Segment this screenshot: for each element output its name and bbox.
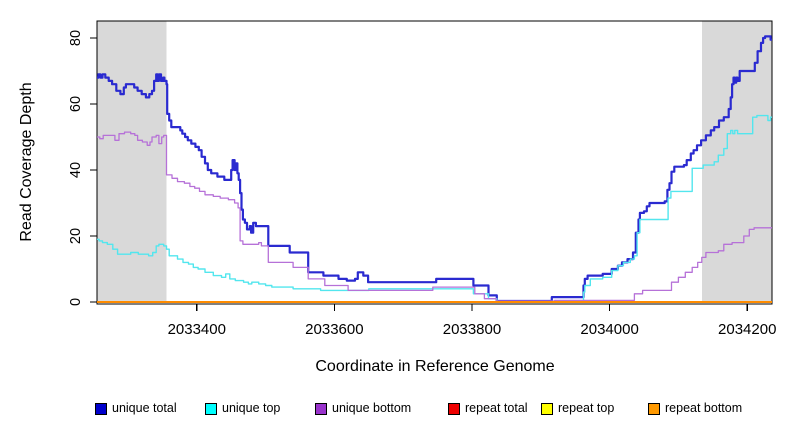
legend-swatch-unique-top: [205, 403, 217, 415]
x-tick-label: 2034200: [718, 321, 776, 338]
x-axis-title: Coordinate in Reference Genome: [315, 358, 555, 375]
y-tick-label: 80: [68, 30, 84, 46]
left-masked-region: [97, 21, 167, 303]
legend-swatch-repeat-total: [448, 403, 460, 415]
legend-swatch-unique-bottom: [315, 403, 327, 415]
y-tick-label: 40: [68, 162, 84, 178]
legend-swatch-repeat-bottom: [648, 403, 660, 415]
x-tick-label: 2034000: [580, 321, 638, 338]
x-tick-label: 2033800: [443, 321, 501, 338]
legend-label: unique top: [222, 401, 281, 415]
series-line-unique-top: [97, 114, 772, 302]
y-axis-title: Read Coverage Depth: [18, 82, 35, 242]
x-tick-label: 2033400: [168, 321, 226, 338]
legend-swatch-repeat-top: [541, 403, 553, 415]
right-masked-region: [701, 21, 772, 303]
legend-label: unique bottom: [332, 401, 412, 415]
legend: unique total unique top unique bottom repea…: [0, 402, 792, 418]
legend-swatch-unique-total: [95, 403, 107, 415]
x-tick-label: 2033600: [305, 321, 363, 338]
y-tick-label: 60: [68, 96, 84, 112]
series-line-unique-total: [97, 35, 772, 303]
legend-label: repeat bottom: [665, 401, 743, 415]
series-line-unique-bottom: [97, 131, 772, 302]
legend-label: unique total: [112, 401, 177, 415]
y-tick-label: 20: [68, 228, 84, 244]
y-tick-label: 0: [68, 298, 84, 306]
plot-box: [96, 20, 773, 305]
legend-label: repeat top: [558, 401, 615, 415]
legend-label: repeat total: [465, 401, 528, 415]
